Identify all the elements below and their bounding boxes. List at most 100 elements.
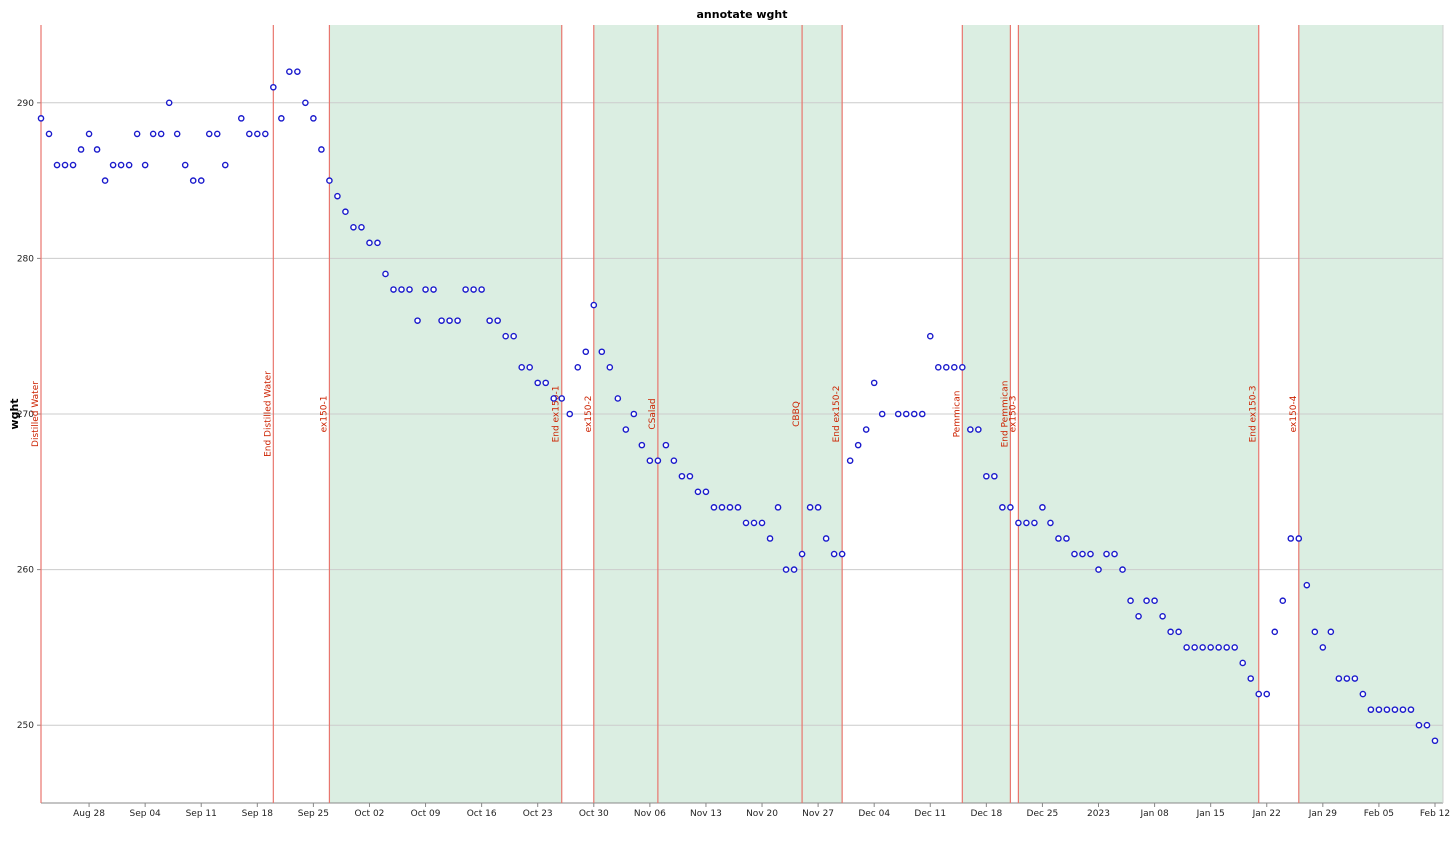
annotation-label: ex150-1 — [319, 396, 329, 433]
data-point — [862, 426, 870, 433]
data-point — [1295, 535, 1303, 542]
x-tick-label: Aug 28 — [73, 809, 105, 819]
data-point — [1279, 597, 1287, 605]
data-point — [342, 208, 349, 216]
data-point — [830, 550, 838, 558]
data-point — [454, 317, 461, 324]
data-point — [165, 99, 173, 107]
data-point — [1143, 597, 1150, 605]
data-point — [61, 161, 69, 169]
annotation-label: ex150-2 — [584, 396, 594, 433]
data-point — [470, 286, 477, 293]
data-point — [790, 566, 798, 573]
data-point — [654, 457, 662, 464]
chart-title: annotate wght — [697, 8, 788, 21]
data-point — [846, 457, 854, 464]
x-tick-label: Oct 02 — [355, 809, 385, 819]
data-point — [1311, 628, 1319, 636]
data-point — [951, 364, 958, 371]
data-point — [1127, 597, 1134, 605]
data-point — [149, 130, 157, 138]
data-point — [1327, 628, 1335, 636]
data-point — [1087, 550, 1094, 558]
data-point — [1103, 550, 1110, 558]
data-point — [782, 566, 790, 573]
data-point — [798, 550, 806, 558]
data-point — [270, 83, 277, 91]
data-point — [1407, 706, 1415, 713]
y-tick-label: 270 — [17, 410, 34, 420]
x-tick-label: Sep 11 — [186, 809, 217, 819]
data-point — [991, 472, 998, 480]
data-point — [518, 364, 525, 371]
data-point — [646, 457, 654, 464]
data-point — [999, 504, 1006, 511]
annotation-label: End ex150-2 — [832, 386, 842, 443]
data-point — [1167, 628, 1174, 636]
y-tick-label: 250 — [17, 721, 34, 731]
data-point — [534, 379, 542, 387]
data-point — [181, 161, 189, 169]
data-point — [1247, 675, 1255, 682]
x-tick-label: Sep 18 — [242, 809, 274, 819]
data-point — [53, 161, 61, 169]
data-point — [1191, 644, 1198, 651]
data-point — [822, 535, 830, 542]
annotation-label: Pemmican — [952, 391, 962, 438]
data-point — [678, 472, 686, 480]
data-point — [366, 239, 373, 247]
data-point — [1159, 612, 1166, 620]
data-point — [1175, 628, 1182, 636]
data-point — [742, 519, 750, 527]
data-point — [245, 130, 253, 138]
data-point — [718, 504, 726, 511]
data-point — [462, 286, 469, 293]
data-point — [1223, 644, 1230, 651]
annotation-label: Distilled Water — [31, 381, 41, 447]
data-point — [1095, 566, 1102, 573]
data-point — [894, 410, 902, 418]
data-point — [526, 364, 533, 371]
data-point — [1383, 706, 1391, 713]
data-point — [574, 364, 582, 371]
data-point — [710, 504, 718, 511]
data-point — [173, 130, 181, 138]
data-point — [205, 130, 213, 138]
data-point — [438, 317, 445, 324]
data-points — [37, 68, 1439, 745]
data-point — [694, 488, 702, 496]
data-point — [926, 332, 934, 340]
x-tick-label: Oct 16 — [467, 809, 497, 819]
data-point — [870, 379, 878, 387]
data-point — [582, 348, 590, 356]
x-tick-label: Nov 06 — [634, 809, 666, 819]
annotation-label: End Pemmican — [1000, 381, 1010, 448]
x-tick-label: Feb 05 — [1364, 809, 1394, 819]
data-point — [446, 317, 453, 324]
x-tick-label: Oct 23 — [523, 809, 553, 819]
data-point — [806, 504, 814, 511]
data-point — [117, 161, 125, 169]
data-point — [1303, 581, 1311, 589]
x-tick-label: Jan 08 — [1139, 809, 1168, 819]
data-point — [221, 161, 229, 169]
x-tick-label: Sep 04 — [130, 809, 162, 819]
annotations: Distilled Water End Distilled Water ex150-… — [31, 25, 1300, 803]
data-point — [967, 426, 974, 433]
data-point — [959, 364, 966, 371]
data-point — [975, 426, 982, 433]
data-point — [390, 286, 397, 293]
y-axis-label: wght — [8, 398, 21, 429]
data-point — [774, 504, 782, 511]
x-tick-label: Feb 12 — [1420, 809, 1450, 819]
gridlines — [41, 102, 1443, 726]
data-point — [406, 286, 413, 293]
data-point — [213, 130, 221, 138]
data-point — [125, 161, 133, 169]
data-point — [382, 270, 389, 278]
data-point — [1015, 519, 1022, 527]
annotation-label: ex150-3 — [1008, 396, 1018, 433]
data-point — [133, 130, 141, 138]
data-point — [1007, 504, 1014, 511]
x-tick-label: 2023 — [1087, 809, 1110, 819]
